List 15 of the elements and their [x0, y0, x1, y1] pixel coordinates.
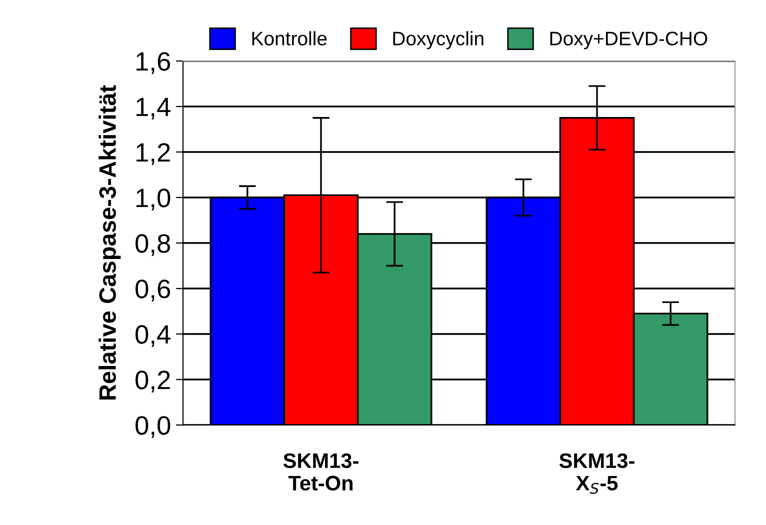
x-tick-label: SKM13- Tet-On	[283, 453, 358, 491]
y-tick-label: 0,6	[136, 280, 170, 302]
legend-label: Doxy+DEVD-CHO	[550, 32, 708, 50]
y-tick-label: 1,6	[136, 52, 170, 74]
y-tick-label: 0,2	[136, 370, 170, 392]
y-tick-label: 1,4	[136, 98, 170, 120]
y-tick-label: 1,0	[136, 188, 170, 210]
x-tick-label: SKM13- X$_{S}$-5	[559, 453, 634, 494]
legend-label: Kontrolle	[252, 31, 327, 46]
y-tick-label: 1,2	[136, 143, 170, 165]
legend-label: Doxycyclin	[393, 31, 484, 50]
y-tick-label: 0,4	[136, 325, 170, 347]
y-tick-label: 0,8	[136, 234, 170, 256]
y-axis-title: Relative Caspase-3-Aktivität	[98, 85, 121, 400]
y-tick-label: 0,0	[136, 416, 170, 438]
